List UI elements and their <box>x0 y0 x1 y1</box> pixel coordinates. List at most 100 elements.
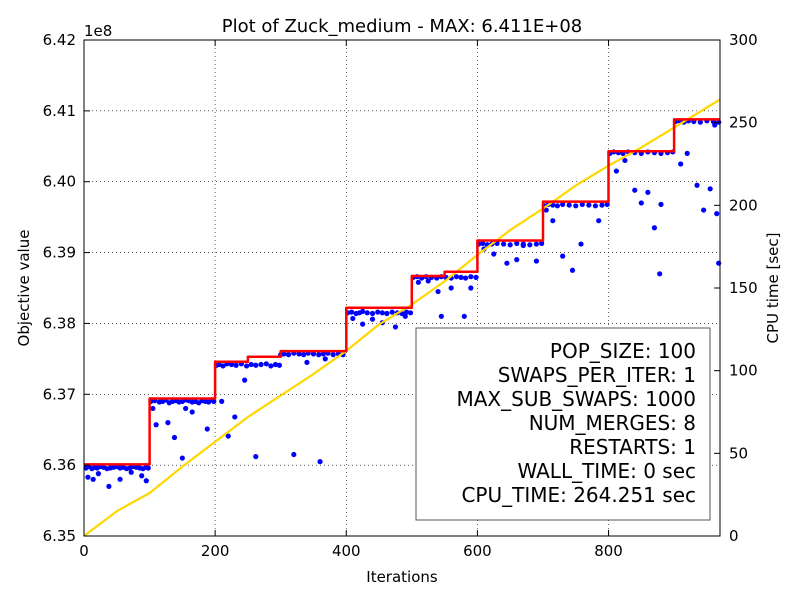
population-point <box>438 313 444 319</box>
population-point <box>263 361 269 367</box>
population-point <box>560 201 566 207</box>
population-point <box>403 309 410 315</box>
population-point <box>678 161 684 167</box>
population-point <box>216 361 222 368</box>
y2-tick-label: 150 <box>729 279 758 297</box>
population-point <box>189 409 195 415</box>
population-point <box>657 271 663 277</box>
population-point <box>150 405 156 412</box>
population-point <box>183 405 189 412</box>
population-point <box>579 201 585 207</box>
population-point <box>220 363 226 369</box>
population-point <box>281 351 287 357</box>
population-point <box>296 351 302 357</box>
population-point <box>285 352 292 358</box>
x-axis-label: Iterations <box>366 568 438 586</box>
x-axis: 0 200 400 600 800 <box>79 40 623 560</box>
population-point <box>145 465 151 471</box>
population-point <box>228 361 235 368</box>
population-point <box>211 398 217 404</box>
population-point <box>179 455 185 461</box>
y2-tick-label: 300 <box>729 31 758 49</box>
y-axis-label: Objective value <box>15 230 33 347</box>
population-point <box>143 478 149 484</box>
population-point <box>106 483 112 489</box>
y-tick-label: 6.39 <box>43 244 76 262</box>
info-box-line: WALL_TIME: 0 sec <box>517 459 696 483</box>
y-tick-label: 6.36 <box>43 456 76 474</box>
population-point <box>586 202 592 208</box>
population-point <box>291 451 297 458</box>
info-box-line: MAX_SUB_SWAPS: 1000 <box>456 387 696 411</box>
population-point <box>272 361 279 368</box>
y2-tick-label: 100 <box>729 362 758 380</box>
population-point <box>375 309 381 315</box>
population-point <box>392 324 399 330</box>
info-box-line: NUM_MERGES: 8 <box>529 411 696 435</box>
x-tick-label: 800 <box>594 542 623 560</box>
population-point <box>473 274 479 280</box>
y-tick-label: 6.35 <box>43 527 76 545</box>
population-point <box>407 310 414 316</box>
population-point <box>707 186 713 192</box>
population-point <box>543 207 549 213</box>
y-axis: 6.35 6.36 6.37 6.38 6.39 6.40 6.41 6.42 <box>43 31 90 545</box>
population-point <box>268 363 274 369</box>
y2-tick-label: 250 <box>729 114 758 132</box>
y-tick-label: 6.42 <box>43 31 76 49</box>
population-point <box>276 362 282 368</box>
population-point <box>90 476 96 482</box>
population-point <box>507 242 513 248</box>
population-point <box>716 260 722 266</box>
chart-title: Plot of Zuck_medium - MAX: 6.411E+08 <box>222 16 583 37</box>
population-point <box>504 260 510 266</box>
population-point <box>645 189 651 195</box>
population-point <box>604 201 610 207</box>
population-point <box>258 361 264 368</box>
population-point <box>85 474 91 480</box>
y2-tick-label: 0 <box>729 527 739 545</box>
population-point <box>330 352 336 358</box>
population-point <box>244 363 250 369</box>
population-point <box>435 288 441 295</box>
population-point <box>480 240 486 246</box>
info-box-line: CPU_TIME: 264.251 sec <box>461 483 696 507</box>
x-tick-label: 0 <box>79 542 89 560</box>
population-point <box>458 274 464 280</box>
population-point <box>171 434 178 441</box>
population-point <box>448 285 454 291</box>
population-point <box>389 309 395 315</box>
best-objective-line <box>84 118 720 466</box>
population-point <box>463 275 469 281</box>
population-point <box>712 122 718 128</box>
population-point <box>360 308 366 314</box>
population-point <box>566 202 572 208</box>
population-point <box>461 313 467 319</box>
population-point <box>232 414 238 420</box>
population-point <box>402 313 408 319</box>
population-point <box>622 157 628 164</box>
population-point <box>613 168 620 174</box>
population-point <box>225 433 231 439</box>
population-point <box>501 241 507 247</box>
population-point <box>369 316 376 322</box>
y-offset-label: 1e8 <box>84 22 112 40</box>
population-point <box>379 310 385 316</box>
population-point <box>514 257 520 263</box>
population-point <box>694 182 700 188</box>
population-point <box>360 321 366 327</box>
x-tick-label: 200 <box>201 542 230 560</box>
population-point <box>554 203 560 209</box>
plot-area <box>83 98 722 537</box>
grid <box>84 40 720 536</box>
population-point <box>320 351 326 357</box>
population-point <box>139 473 145 479</box>
population-point <box>153 422 159 428</box>
population-point <box>520 242 526 249</box>
y2-tick-label: 200 <box>729 196 758 214</box>
population-point <box>95 471 102 477</box>
cpu-time-line <box>83 98 721 537</box>
population-point <box>701 207 707 213</box>
